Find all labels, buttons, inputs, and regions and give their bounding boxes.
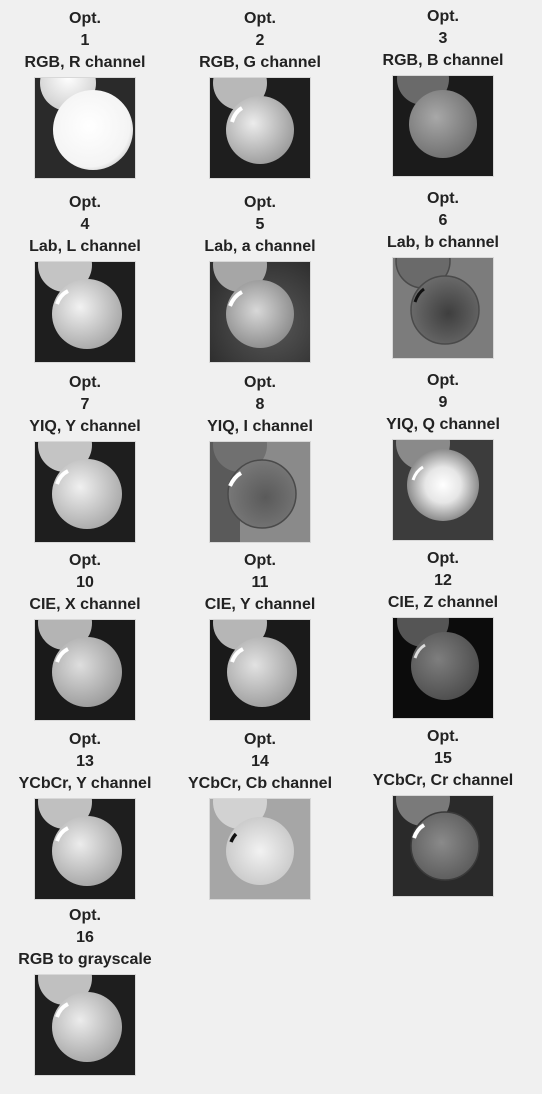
panel-opt-label: Opt. — [427, 8, 459, 25]
panel-4: Opt. 4 Lab, L channel — [0, 192, 170, 363]
panel-14: Opt. 14 YCbCr, Cb channel — [175, 729, 345, 900]
panel-opt-label: Opt. — [69, 731, 101, 748]
panel-opt-label: Opt. — [427, 372, 459, 389]
channel-image — [209, 77, 311, 179]
panel-16: Opt. 16 RGB to grayscale — [0, 905, 170, 1076]
panel-opt-label: Opt. — [244, 731, 276, 748]
channel-image — [34, 261, 136, 363]
panel-opt-label: Opt. — [427, 728, 459, 745]
panel-title: CIE, Z channel — [387, 594, 499, 611]
channel-image — [34, 974, 136, 1076]
panel-number: 16 — [76, 929, 94, 946]
panel-12: Opt. 12 CIE, Z channel — [358, 548, 528, 719]
panel-opt-label: Opt. — [244, 552, 276, 569]
panel-title: CIE, Y channel — [204, 596, 316, 613]
panel-number: 11 — [251, 574, 269, 591]
channel-image — [209, 261, 311, 363]
panel-title: YIQ, I channel — [207, 418, 313, 435]
panel-title: YCbCr, Cr channel — [372, 772, 514, 789]
panel-number: 3 — [438, 30, 448, 47]
panel-opt-label: Opt. — [427, 190, 459, 207]
panel-opt-label: Opt. — [244, 194, 276, 211]
panel-2: Opt. 2 RGB, G channel — [175, 8, 345, 179]
panel-number: 7 — [80, 396, 90, 413]
panel-number: 9 — [438, 394, 448, 411]
channel-image — [34, 798, 136, 900]
panel-7: Opt. 7 YIQ, Y channel — [0, 372, 170, 543]
panel-13: Opt. 13 YCbCr, Y channel — [0, 729, 170, 900]
panel-3: Opt. 3 RGB, B channel — [358, 6, 528, 177]
panel-number: 10 — [76, 574, 94, 591]
channel-image — [392, 75, 494, 177]
panel-9: Opt. 9 YIQ, Q channel — [358, 370, 528, 541]
panel-title: Lab, a channel — [204, 238, 316, 255]
panel-title: YIQ, Y channel — [29, 418, 141, 435]
panel-title: RGB to grayscale — [18, 951, 152, 968]
channel-image — [209, 441, 311, 543]
panel-number: 6 — [438, 212, 448, 229]
panel-title: YCbCr, Cb channel — [187, 775, 333, 792]
panel-8: Opt. 8 YIQ, I channel — [175, 372, 345, 543]
panel-title: Lab, b channel — [386, 234, 499, 251]
panel-number: 13 — [76, 753, 94, 770]
panel-opt-label: Opt. — [427, 550, 459, 567]
panel-1: Opt. 1 RGB, R channel — [0, 8, 170, 179]
panel-number: 4 — [80, 216, 90, 233]
channel-image — [392, 257, 494, 359]
panel-10: Opt. 10 CIE, X channel — [0, 550, 170, 721]
panel-number: 15 — [434, 750, 452, 767]
panel-opt-label: Opt. — [69, 10, 101, 27]
channel-image — [34, 77, 136, 179]
channel-image — [392, 795, 494, 897]
panel-opt-label: Opt. — [244, 374, 276, 391]
panel-title: YIQ, Q channel — [386, 416, 500, 433]
panel-number: 14 — [251, 753, 269, 770]
panel-opt-label: Opt. — [69, 907, 101, 924]
panel-opt-label: Opt. — [69, 552, 101, 569]
channel-image — [392, 439, 494, 541]
panel-number: 2 — [255, 32, 265, 49]
panel-opt-label: Opt. — [244, 10, 276, 27]
panel-15: Opt. 15 YCbCr, Cr channel — [358, 726, 528, 897]
channel-image — [34, 619, 136, 721]
channel-image — [209, 619, 311, 721]
panel-opt-label: Opt. — [69, 194, 101, 211]
channel-image — [34, 441, 136, 543]
panel-number: 5 — [255, 216, 265, 233]
panel-title: RGB, B channel — [382, 52, 504, 69]
panel-number: 8 — [255, 396, 265, 413]
panel-opt-label: Opt. — [69, 374, 101, 391]
panel-title: RGB, R channel — [24, 54, 146, 71]
panel-5: Opt. 5 Lab, a channel — [175, 192, 345, 363]
panel-number: 12 — [434, 572, 452, 589]
panel-title: RGB, G channel — [199, 54, 321, 71]
panel-title: YCbCr, Y channel — [18, 775, 152, 792]
channel-image — [392, 617, 494, 719]
channel-image — [209, 798, 311, 900]
panel-6: Opt. 6 Lab, b channel — [358, 188, 528, 359]
panel-title: CIE, X channel — [29, 596, 141, 613]
panel-11: Opt. 11 CIE, Y channel — [175, 550, 345, 721]
panel-title: Lab, L channel — [29, 238, 141, 255]
panel-number: 1 — [80, 32, 90, 49]
